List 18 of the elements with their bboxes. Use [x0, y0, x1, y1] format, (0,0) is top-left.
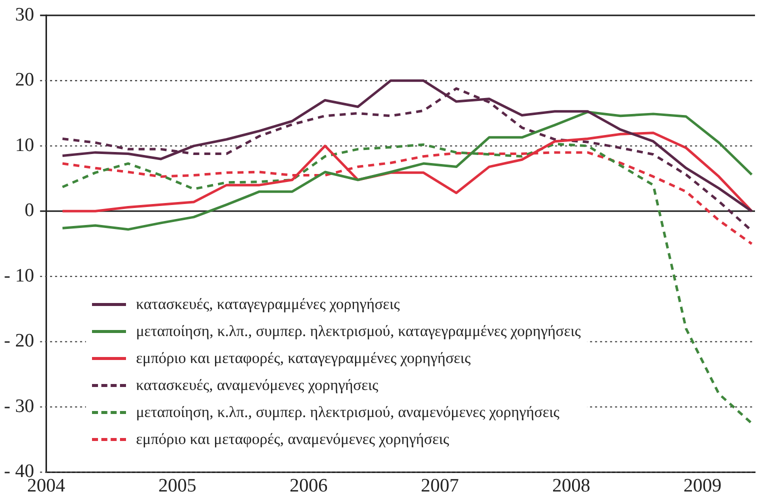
legend-label: μεταποίηση, κ.λπ., συμπερ. ηλεκτρισμού, αναμενόμενες χορηγήσεις	[136, 404, 560, 422]
y-tick-label: 10	[15, 134, 34, 156]
legend-label: κατασκευές, αναμενόμενες χορηγήσεις	[136, 376, 378, 394]
x-tick-label: 2006	[290, 476, 328, 497]
y-tick-label: - 30	[4, 396, 34, 417]
legend-label: κατασκευές, καταγεγραμμένες χορηγήσεις	[136, 296, 400, 314]
y-tick-label: - 20	[4, 330, 34, 352]
x-tick-label: 2005	[158, 476, 196, 497]
legend-label: εμπόριο και μεταφορές, καταγεγραμμένες χορηγήσεις	[136, 350, 471, 368]
x-tick-label: 2009	[683, 476, 722, 497]
y-tick-label: - 10	[4, 265, 34, 286]
legend-label: μεταποίηση, κ.λπ., συμπερ. ηλεκτρισμού, καταγεγραμμένες χορηγήσεις	[136, 322, 581, 340]
x-tick-label: 2008	[552, 476, 590, 497]
y-tick-label: 20	[15, 70, 34, 91]
y-tick-label: 30	[15, 4, 34, 26]
y-tick-label: 0	[24, 200, 34, 222]
x-tick-label: 2007	[420, 476, 459, 497]
legend-label: εμπόριο και μεταφορές, αναμενόμενες χορηγήσεις	[136, 430, 450, 448]
